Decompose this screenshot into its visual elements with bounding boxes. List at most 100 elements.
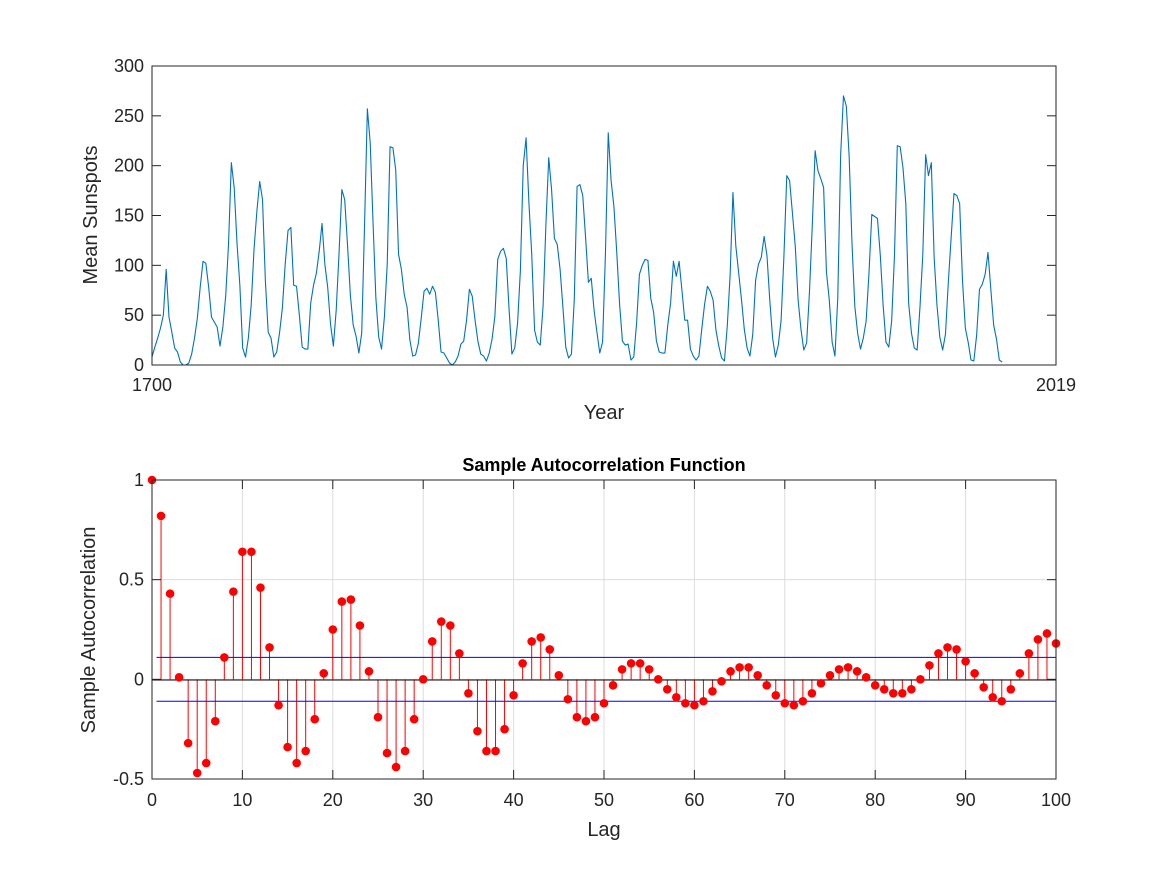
acf-marker	[979, 683, 988, 692]
sunspot-line	[151, 95, 1003, 366]
acf-x-tick-label: 80	[865, 790, 885, 810]
acf-marker	[681, 698, 690, 708]
acf-marker	[1024, 649, 1034, 658]
acf-marker	[572, 712, 582, 722]
acf-marker	[780, 698, 790, 708]
acf-markers	[147, 475, 1061, 778]
acf-marker	[355, 621, 365, 630]
acf-marker	[247, 547, 256, 557]
acf-marker	[229, 587, 238, 596]
acf-panel: -0.500.51 0 10 20 30 40 50 60 70 80 90 100 Sample …	[78, 455, 1071, 841]
acf-marker	[156, 511, 166, 521]
acf-marker	[174, 673, 184, 682]
acf-y-tick-label: 1	[134, 470, 144, 490]
acf-marker	[310, 714, 320, 724]
acf-marker	[455, 649, 464, 658]
sunspot-y-axis-label: Mean Sunspots	[80, 146, 102, 285]
acf-marker	[391, 762, 401, 772]
acf-x-ticks: 0 10 20 30 40 50 60 70 80 90 100	[147, 480, 1071, 810]
acf-x-tick-label: 40	[504, 790, 524, 810]
acf-marker	[364, 667, 374, 676]
acf-marker	[599, 698, 609, 708]
acf-marker	[590, 712, 600, 722]
acf-marker	[744, 663, 753, 672]
acf-marker	[898, 688, 907, 698]
acf-marker	[346, 595, 356, 604]
acf-marker	[879, 685, 889, 694]
acf-marker	[861, 673, 871, 682]
acf-marker	[536, 633, 546, 642]
acf-marker	[1033, 635, 1043, 644]
acf-marker	[581, 716, 591, 726]
acf-marker	[997, 696, 1007, 706]
sunspot-y-tick-label: 50	[124, 305, 144, 325]
sunspot-panel: 0 50 100 150 200 250 300 1700 2019 Year Mean Su…	[80, 56, 1076, 424]
acf-marker	[907, 685, 916, 694]
acf-marker	[382, 748, 392, 758]
acf-marker	[608, 681, 618, 690]
acf-marker	[644, 665, 654, 674]
acf-marker	[409, 714, 419, 724]
acf-x-tick-label: 70	[775, 790, 795, 810]
acf-marker	[292, 758, 301, 768]
acf-marker	[554, 671, 564, 680]
acf-y-axis-label: Sample Autocorrelation	[78, 527, 100, 734]
acf-marker	[888, 688, 898, 698]
acf-marker	[201, 758, 211, 768]
acf-x-tick-label: 60	[684, 790, 704, 810]
acf-marker	[825, 671, 835, 680]
acf-marker	[500, 724, 509, 734]
acf-marker	[183, 738, 193, 748]
acf-marker	[518, 659, 527, 668]
acf-x-tick-label: 30	[413, 790, 433, 810]
acf-marker	[165, 589, 175, 598]
acf-marker	[988, 692, 998, 702]
acf-marker	[464, 688, 473, 698]
acf-y-tick-label: 0.5	[119, 570, 144, 590]
acf-marker	[726, 667, 735, 676]
acf-x-tick-label: 100	[1041, 790, 1071, 810]
acf-x-tick-label: 90	[956, 790, 976, 810]
acf-marker	[210, 716, 220, 726]
sunspot-x-tick-label: 1700	[132, 375, 172, 395]
sunspot-y-tick-label: 150	[114, 206, 144, 226]
sunspot-axes-background	[152, 66, 1056, 365]
acf-y-tick-label: -0.5	[113, 769, 144, 789]
acf-marker	[807, 688, 817, 698]
acf-marker	[1015, 669, 1025, 678]
acf-marker	[482, 746, 491, 756]
acf-marker	[789, 700, 799, 710]
acf-x-axis-label: Lag	[587, 819, 620, 841]
acf-marker	[192, 768, 202, 778]
acf-marker	[798, 696, 808, 706]
acf-marker	[626, 659, 636, 668]
sunspot-x-axis-label: Year	[584, 402, 625, 424]
acf-marker	[283, 742, 292, 752]
acf-marker	[400, 746, 410, 756]
acf-marker	[662, 685, 672, 694]
acf-y-tick-label: 0	[134, 669, 144, 689]
acf-marker	[265, 643, 274, 652]
acf-x-tick-label: 50	[594, 790, 614, 810]
acf-marker	[970, 669, 979, 678]
acf-marker	[653, 675, 663, 684]
acf-marker	[446, 621, 455, 630]
sunspot-y-tick-label: 100	[114, 255, 144, 275]
acf-x-tick-label: 20	[323, 790, 343, 810]
acf-marker	[735, 663, 744, 672]
acf-marker	[762, 681, 772, 690]
acf-marker	[635, 659, 645, 668]
acf-marker	[418, 675, 428, 684]
sunspot-y-tick-label: 200	[114, 156, 144, 176]
acf-marker	[1006, 685, 1016, 694]
sunspot-y-tick-label: 300	[114, 56, 144, 76]
acf-marker	[527, 637, 536, 646]
acf-marker	[816, 679, 826, 688]
sunspot-series	[151, 95, 1003, 366]
acf-marker	[319, 669, 329, 678]
sunspot-y-tick-label: 250	[114, 106, 144, 126]
acf-marker	[256, 583, 265, 592]
acf-x-tick-label: 0	[147, 790, 157, 810]
acf-marker	[373, 712, 383, 722]
acf-marker	[925, 661, 934, 670]
